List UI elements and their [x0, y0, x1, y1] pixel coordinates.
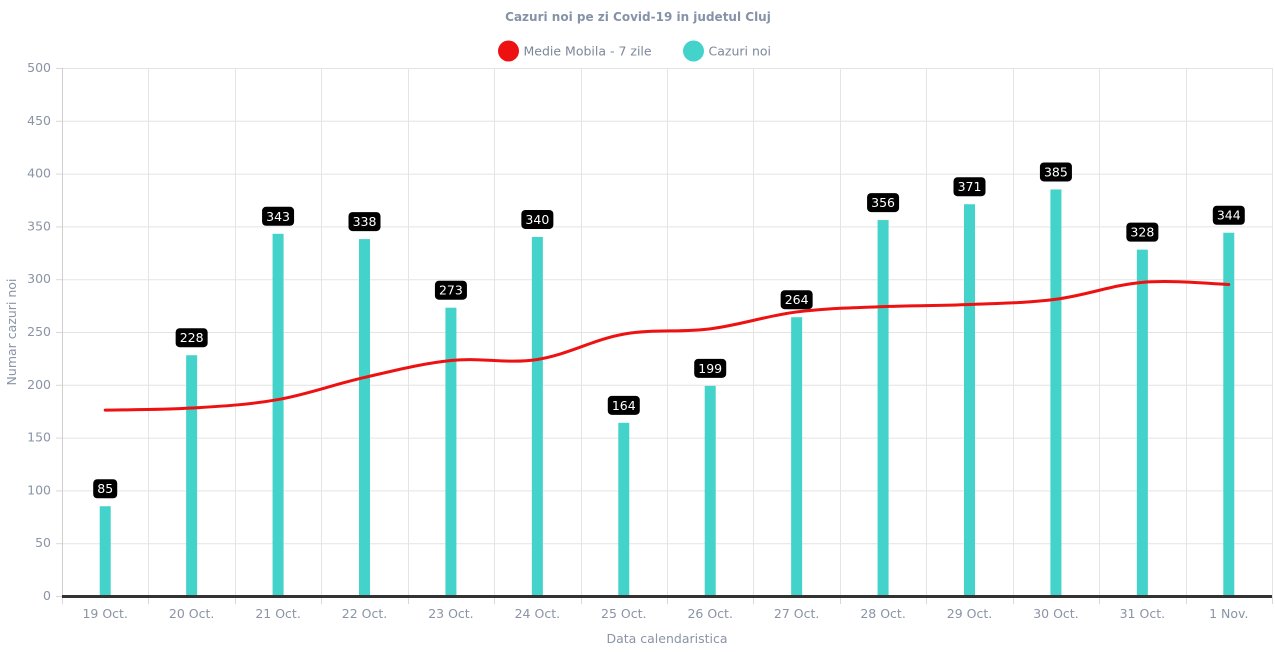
- legend: Medie Mobila - 7 zile Cazuri noi: [498, 40, 772, 62]
- data-label: 344: [1217, 208, 1241, 223]
- data-label-box: [348, 212, 381, 232]
- bar[interactable]: [359, 239, 370, 596]
- legend-swatch[interactable]: [683, 40, 704, 62]
- data-labels: 85 228 343 338 273 340 164 199 264 356 371 385 328 34…: [93, 162, 1245, 499]
- y-tick-label: 300: [27, 271, 51, 286]
- bar[interactable]: [964, 204, 975, 596]
- data-label: 356: [871, 195, 895, 210]
- line-series: [103, 280, 1231, 412]
- data-label-box: [262, 206, 295, 226]
- bar[interactable]: [1050, 189, 1062, 596]
- bar-series: [62, 189, 1272, 598]
- data-label: 264: [785, 292, 809, 307]
- x-axis-ticks: 19 Oct. 20 Oct. 21 Oct. 22 Oct. 23 Oct. 24 Oc…: [82, 606, 1248, 621]
- data-label-box: [607, 395, 640, 415]
- x-tick-label: 29 Oct.: [947, 606, 992, 621]
- data-label: 343: [266, 209, 290, 224]
- y-tick-label: 50: [35, 535, 51, 550]
- x-tick-label: 21 Oct.: [255, 606, 300, 621]
- bar[interactable]: [445, 307, 457, 596]
- legend-label[interactable]: Medie Mobila - 7 zile: [524, 44, 652, 59]
- data-label: 371: [958, 179, 982, 194]
- data-label: 385: [1044, 164, 1068, 179]
- y-tick-label: 250: [27, 324, 51, 339]
- x-tick-label: 25 Oct.: [601, 606, 646, 621]
- x-tick-label: 1 Nov.: [1209, 606, 1248, 621]
- x-tick-label: 22 Oct.: [342, 606, 387, 621]
- y-axis-title: Numar cazuri noi: [4, 279, 19, 386]
- x-tick-label: 28 Oct.: [860, 606, 905, 621]
- data-label: 164: [612, 398, 636, 413]
- grid: [56, 68, 1273, 604]
- x-tick-label: 27 Oct.: [774, 606, 819, 621]
- data-label-box: [953, 177, 986, 197]
- y-axis-ticks: 0 50 100 150 200 250 300 350 400 450 500: [27, 60, 51, 603]
- bar[interactable]: [1136, 249, 1148, 596]
- y-tick-label: 450: [27, 113, 51, 128]
- bar[interactable]: [791, 317, 803, 596]
- data-label: 340: [525, 212, 549, 227]
- y-tick-label: 400: [27, 166, 51, 181]
- data-label: 85: [97, 481, 113, 496]
- bar[interactable]: [704, 385, 716, 596]
- x-tick-label: 24 Oct.: [515, 606, 560, 621]
- data-label: 199: [698, 361, 722, 376]
- data-label-box: [93, 479, 118, 499]
- bar[interactable]: [618, 422, 630, 596]
- data-label: 338: [353, 214, 377, 229]
- data-label-box: [1039, 162, 1072, 182]
- bar[interactable]: [99, 506, 111, 596]
- x-tick-label: 30 Oct.: [1033, 606, 1078, 621]
- x-tick-label: 19 Oct.: [82, 606, 127, 621]
- data-label-box: [434, 280, 467, 300]
- x-tick-label: 20 Oct.: [169, 606, 214, 621]
- x-tick-label: 31 Oct.: [1120, 606, 1165, 621]
- data-label: 228: [180, 330, 204, 345]
- chart-title: Cazuri noi pe zi Covid-19 in judetul Clu…: [505, 10, 771, 24]
- data-label: 328: [1130, 225, 1154, 240]
- x-tick-label: 26 Oct.: [687, 606, 732, 621]
- moving-average-line[interactable]: [103, 280, 1231, 412]
- data-label: 273: [439, 283, 463, 298]
- data-label-box: [694, 358, 727, 378]
- x-tick-label: 23 Oct.: [428, 606, 473, 621]
- data-label-box: [1212, 205, 1245, 225]
- data-label-box: [521, 209, 554, 229]
- bar[interactable]: [1223, 232, 1235, 596]
- y-tick-label: 200: [27, 377, 51, 392]
- bar[interactable]: [531, 236, 543, 596]
- bar[interactable]: [877, 220, 889, 596]
- bar[interactable]: [272, 233, 284, 597]
- y-tick-label: 150: [27, 430, 51, 445]
- data-label-box: [1126, 222, 1159, 242]
- data-label-box: [780, 290, 813, 310]
- legend-label[interactable]: Cazuri noi: [709, 44, 772, 59]
- bar[interactable]: [186, 355, 198, 596]
- y-tick-label: 350: [27, 218, 51, 233]
- data-label-box: [175, 328, 208, 348]
- y-tick-label: 100: [27, 482, 51, 497]
- data-label-box: [867, 193, 900, 213]
- y-tick-label: 0: [43, 588, 51, 603]
- y-tick-label: 500: [27, 60, 51, 75]
- x-axis-title: Data calendaristica: [606, 631, 727, 646]
- legend-swatch[interactable]: [498, 40, 519, 62]
